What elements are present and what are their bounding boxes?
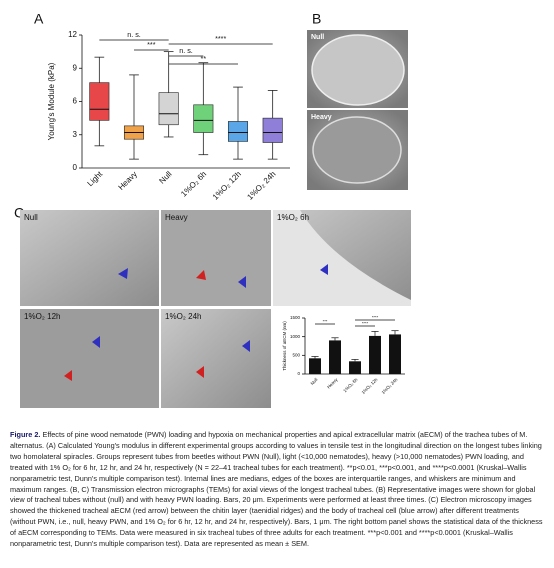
arrow <box>320 264 328 275</box>
y-axis-label: Young's Module (kPa) <box>47 62 56 140</box>
bar <box>349 361 361 374</box>
micrograph <box>161 210 271 306</box>
arrow <box>64 370 72 381</box>
caption-text: Effects of pine wood nematode (PWN) load… <box>10 430 543 549</box>
y-tick-label: 9 <box>73 63 78 72</box>
panel-letter: A <box>34 11 44 27</box>
significance: **** <box>372 314 379 319</box>
y-tick-label: 0 <box>73 163 78 172</box>
bar <box>309 358 321 374</box>
y-tick-label: 12 <box>68 30 77 39</box>
x-tick-label: 1%O₂ 12h <box>211 170 243 202</box>
y-tick-label: 500 <box>292 353 300 358</box>
arrow <box>92 336 100 348</box>
bar <box>329 340 341 374</box>
arrow <box>196 270 206 280</box>
box <box>193 104 214 133</box>
arrow <box>238 276 246 288</box>
box <box>89 82 110 121</box>
box <box>227 121 249 142</box>
significance: n. s. <box>179 46 193 55</box>
x-tick-label: 1%O₂ 6h <box>179 170 208 199</box>
micrograph <box>161 309 271 408</box>
box <box>262 117 283 143</box>
significance: ** <box>201 54 207 63</box>
y-tick-label: 3 <box>73 130 78 139</box>
image-label: 1%O₂ 6h <box>277 213 309 222</box>
image-label: 1%O₂ 12h <box>24 312 60 321</box>
image-label: Null <box>24 213 38 222</box>
caption-label: Figure 2. <box>10 430 41 439</box>
image-label: Null <box>311 34 324 41</box>
significance: **** <box>215 34 226 43</box>
panel-letter: B <box>312 11 321 27</box>
x-tick-label: Null <box>157 169 173 185</box>
arrow <box>118 268 128 279</box>
arrow <box>196 366 204 378</box>
y-tick-label: 6 <box>73 97 78 106</box>
significance: **** <box>362 320 369 325</box>
caption: Figure 2. Effects of pine wood nematode … <box>10 430 546 550</box>
image-label: Heavy <box>165 213 188 222</box>
panel-c: Null Heavy 1%O₂ 6h 1%O₂ 12h 1%O₂ 24h <box>20 210 411 408</box>
x-tick-label: Light <box>86 169 105 188</box>
y-tick-label: 1500 <box>290 315 301 320</box>
significance: n. s. <box>127 30 141 39</box>
image-label: 1%O₂ 24h <box>165 312 201 321</box>
bar <box>369 335 381 374</box>
figure: A B C Null Heavy Null Heavy 1%O₂ 6h 1%O₂… <box>14 11 411 408</box>
y-tick-label: 1000 <box>290 334 301 339</box>
significance: *** <box>147 40 156 49</box>
y-axis-label: Thickness of aECM (nm) <box>282 321 287 371</box>
panel-letter: C <box>14 205 24 221</box>
x-tick-label: Null <box>310 377 319 386</box>
bar <box>389 334 401 374</box>
image-label: Heavy <box>311 114 332 121</box>
x-tick-label: Heavy <box>116 170 138 192</box>
box <box>158 92 179 126</box>
micrograph <box>20 210 159 306</box>
tube-outline <box>312 116 402 184</box>
x-tick-label: 1%O₂ 24h <box>245 170 277 202</box>
arrow <box>242 340 250 352</box>
lumen <box>273 210 411 306</box>
tube-outline <box>311 34 405 106</box>
y-tick-label: 0 <box>297 371 300 376</box>
chart-bg <box>275 309 411 408</box>
micrograph <box>20 309 159 408</box>
significance: *** <box>323 318 328 323</box>
